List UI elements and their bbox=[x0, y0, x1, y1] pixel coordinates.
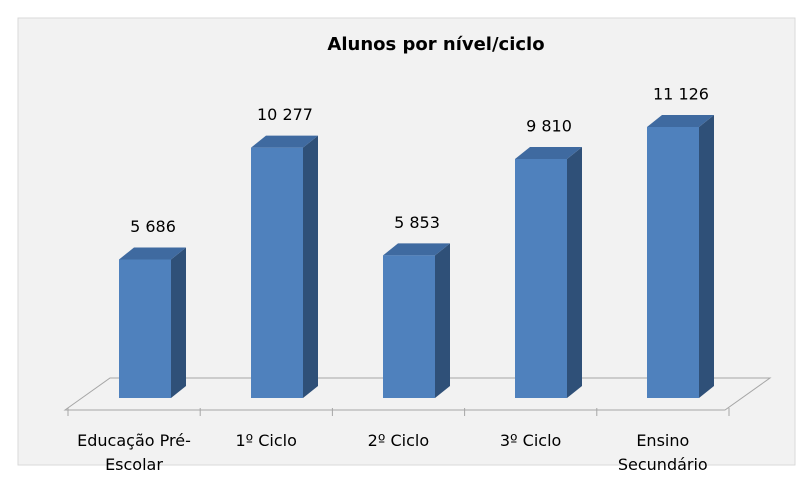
bar-top bbox=[251, 135, 318, 148]
x-tick-label: 1º Ciclo bbox=[235, 431, 297, 450]
x-tick-label: 3º Ciclo bbox=[499, 431, 562, 450]
chart-title: Alunos por nível/ciclo bbox=[327, 34, 544, 55]
data-label: 5 686 bbox=[130, 217, 176, 236]
x-tick-label: Ensino Secundário bbox=[617, 431, 708, 474]
bar-side bbox=[171, 247, 186, 398]
bar-top bbox=[515, 147, 582, 160]
bar-top bbox=[119, 247, 186, 260]
bar bbox=[251, 135, 318, 399]
data-label: 11 126 bbox=[653, 85, 709, 104]
bar-front bbox=[647, 127, 699, 398]
bar-front bbox=[383, 255, 435, 398]
bar bbox=[647, 115, 714, 398]
bar bbox=[383, 243, 450, 398]
x-tick-label: Educação Pré-Escolar bbox=[77, 431, 191, 474]
bar-front bbox=[119, 259, 171, 398]
bar bbox=[515, 147, 582, 398]
floor bbox=[63, 377, 772, 411]
data-label: 5 853 bbox=[394, 213, 440, 232]
x-tick-label: 2º Ciclo bbox=[367, 431, 430, 450]
bar-top bbox=[383, 243, 450, 256]
data-label: 10 277 bbox=[257, 105, 313, 124]
bar-front bbox=[515, 159, 567, 398]
bar-top bbox=[647, 115, 714, 127]
bar-side bbox=[567, 147, 582, 398]
bar-side bbox=[435, 243, 450, 398]
bar bbox=[119, 247, 186, 398]
bar-side bbox=[303, 135, 318, 399]
data-label: 9 810 bbox=[526, 117, 572, 136]
bar-front bbox=[251, 147, 303, 398]
bar-side bbox=[699, 115, 714, 398]
